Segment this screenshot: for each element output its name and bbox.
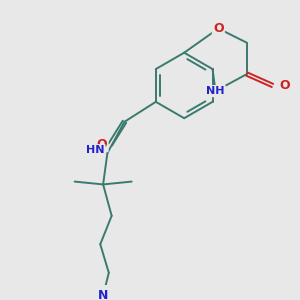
Text: O: O <box>97 138 107 151</box>
Text: HN: HN <box>86 145 104 155</box>
Text: O: O <box>280 79 290 92</box>
Text: O: O <box>213 22 224 35</box>
Text: N: N <box>98 289 108 300</box>
Text: NH: NH <box>206 86 225 96</box>
